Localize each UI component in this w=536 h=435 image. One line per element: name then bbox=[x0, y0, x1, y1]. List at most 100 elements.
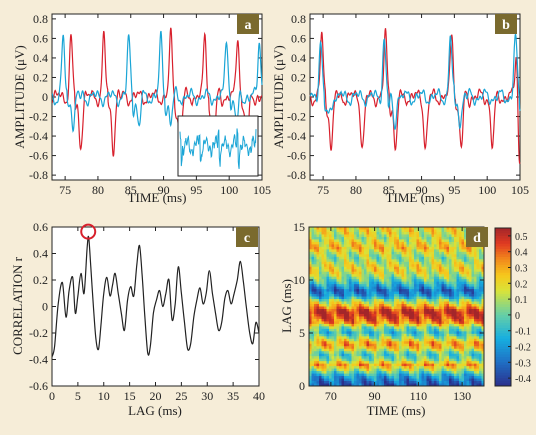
heatmap-cell bbox=[421, 231, 425, 235]
heatmap-cell bbox=[369, 308, 372, 312]
heatmap-cell bbox=[319, 289, 322, 292]
heatmap-cell bbox=[461, 239, 465, 243]
heatmap-cell bbox=[321, 353, 325, 357]
heatmap-cell bbox=[434, 289, 437, 292]
heatmap-cell bbox=[336, 348, 340, 352]
heatmap-cell bbox=[461, 378, 465, 382]
heatmap-cell bbox=[389, 351, 392, 355]
heatmap-cell bbox=[384, 373, 387, 377]
heatmap-cell bbox=[384, 346, 387, 350]
colorbar-segment bbox=[495, 293, 511, 297]
heatmap-cell bbox=[339, 333, 342, 337]
heatmap-cell bbox=[476, 289, 480, 292]
heatmap-cell bbox=[379, 343, 382, 347]
heatmap-cell bbox=[464, 281, 467, 285]
heatmap-cell bbox=[454, 234, 457, 238]
heatmap-cell bbox=[471, 313, 475, 317]
heatmap-cell bbox=[359, 313, 362, 317]
heatmap-cell bbox=[386, 313, 390, 317]
heatmap-cell bbox=[479, 281, 482, 285]
heatmap-cell bbox=[444, 271, 447, 275]
heatmap-cell bbox=[411, 308, 415, 312]
heatmap-cell bbox=[376, 361, 380, 365]
heatmap-cell bbox=[339, 264, 342, 268]
heatmap-cell bbox=[406, 304, 410, 307]
heatmap-cell bbox=[364, 261, 367, 265]
heatmap-cell bbox=[416, 338, 420, 342]
heatmap-cell bbox=[426, 356, 430, 360]
heatmap-cell bbox=[354, 276, 357, 280]
heatmap-cell bbox=[361, 291, 365, 295]
heatmap-cell bbox=[439, 264, 442, 268]
heatmap-cell bbox=[309, 246, 312, 250]
heatmap-cell bbox=[441, 276, 445, 280]
heatmap-cell bbox=[331, 279, 335, 283]
heatmap-cell bbox=[336, 299, 340, 302]
colorbar-segment bbox=[495, 230, 511, 234]
heatmap-cell bbox=[459, 234, 462, 238]
heatmap-cell bbox=[434, 296, 437, 300]
heatmap-cell bbox=[309, 261, 312, 265]
heatmap-cell bbox=[341, 256, 345, 260]
heatmap-cell bbox=[311, 286, 315, 290]
heatmap-cell bbox=[404, 376, 407, 379]
heatmap-cell bbox=[319, 264, 322, 268]
heatmap-cell bbox=[449, 296, 452, 300]
heatmap-cell bbox=[361, 376, 365, 379]
heatmap-cell bbox=[449, 321, 452, 325]
heatmap-cell bbox=[326, 286, 330, 290]
heatmap-cell bbox=[386, 281, 390, 285]
heatmap-cell bbox=[359, 331, 362, 335]
heatmap-cell bbox=[394, 294, 397, 297]
heatmap-cell bbox=[384, 341, 387, 345]
heatmap-cell bbox=[409, 284, 412, 288]
x-tick-label: 0 bbox=[49, 389, 55, 403]
heatmap-cell bbox=[454, 338, 457, 342]
heatmap-cell bbox=[324, 266, 327, 270]
heatmap-cell bbox=[379, 261, 382, 265]
heatmap-cell bbox=[351, 383, 355, 387]
heatmap-cell bbox=[354, 246, 357, 250]
colorbar-tick-label: -0.4 bbox=[515, 374, 531, 385]
heatmap-cell bbox=[394, 301, 397, 305]
heatmap-cell bbox=[384, 371, 387, 374]
heatmap-cell bbox=[449, 338, 452, 342]
heatmap-cell bbox=[321, 311, 325, 315]
heatmap-cell bbox=[464, 341, 467, 345]
heatmap-cell bbox=[451, 294, 455, 297]
heatmap-cell bbox=[464, 308, 467, 312]
heatmap-cell bbox=[336, 361, 340, 365]
heatmap-cell bbox=[326, 279, 330, 283]
heatmap-cell bbox=[409, 269, 412, 273]
heatmap-cell bbox=[411, 381, 415, 384]
heatmap-cell bbox=[316, 259, 320, 263]
heatmap-cell bbox=[321, 306, 325, 310]
heatmap-cell bbox=[421, 241, 425, 245]
heatmap-cell bbox=[436, 286, 440, 290]
heatmap-cell bbox=[396, 264, 400, 268]
heatmap-cell bbox=[464, 351, 467, 355]
heatmap-cell bbox=[311, 361, 315, 365]
heatmap-cell bbox=[334, 264, 337, 268]
heatmap-cell bbox=[396, 259, 400, 263]
heatmap-cell bbox=[349, 251, 352, 255]
heatmap-cell bbox=[469, 266, 472, 270]
heatmap-cell bbox=[324, 301, 327, 305]
heatmap-cell bbox=[396, 299, 400, 302]
heatmap-cell bbox=[361, 378, 365, 382]
heatmap-cell bbox=[339, 246, 342, 250]
heatmap-cell bbox=[419, 308, 422, 312]
heatmap-cell bbox=[441, 304, 445, 307]
colorbar-segment bbox=[495, 380, 511, 384]
heatmap-cell bbox=[416, 289, 420, 292]
heatmap-cell bbox=[316, 271, 320, 275]
heatmap-cell bbox=[456, 249, 460, 253]
heatmap-cell bbox=[309, 281, 312, 285]
heatmap-cell bbox=[369, 246, 372, 250]
heatmap-cell bbox=[336, 251, 340, 255]
y-tick-label: 0.4 bbox=[33, 51, 48, 65]
heatmap-cell bbox=[406, 313, 410, 317]
heatmap-cell bbox=[421, 256, 425, 260]
heatmap-cell bbox=[439, 341, 442, 345]
heatmap-cell bbox=[324, 323, 327, 327]
